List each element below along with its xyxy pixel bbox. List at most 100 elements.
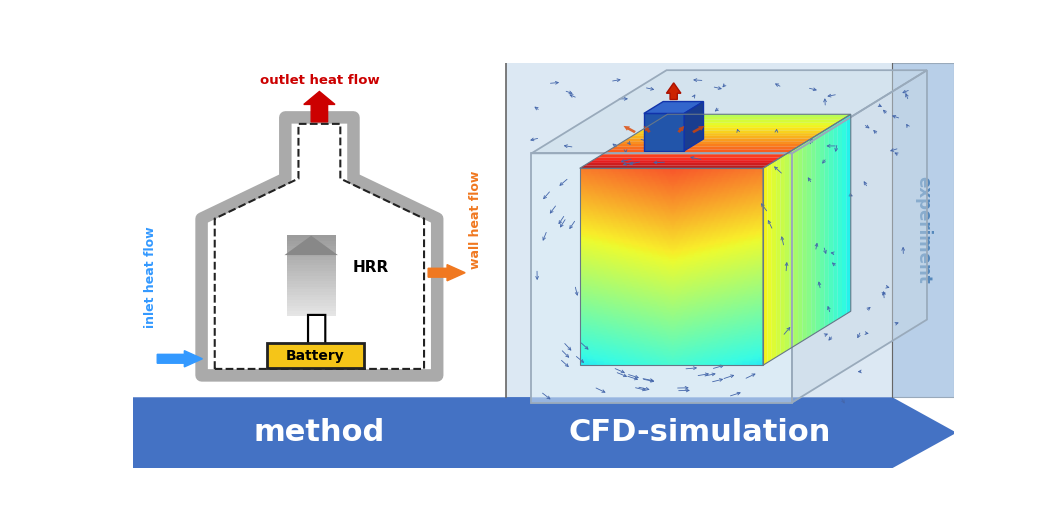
Text: HRR: HRR xyxy=(352,260,389,275)
Polygon shape xyxy=(763,166,767,365)
Bar xyxy=(286,280,336,284)
Bar xyxy=(286,272,336,276)
Bar xyxy=(286,305,336,308)
FancyArrow shape xyxy=(677,126,685,133)
Bar xyxy=(132,63,507,397)
FancyBboxPatch shape xyxy=(267,343,364,368)
Polygon shape xyxy=(780,155,785,355)
Polygon shape xyxy=(807,138,811,338)
Bar xyxy=(286,243,336,246)
Polygon shape xyxy=(623,138,811,141)
Polygon shape xyxy=(584,163,772,166)
Text: inlet heat flow: inlet heat flow xyxy=(144,226,157,328)
FancyArrow shape xyxy=(623,126,636,133)
Polygon shape xyxy=(802,141,807,341)
FancyArrow shape xyxy=(284,236,338,316)
FancyArrow shape xyxy=(428,265,465,281)
Text: method: method xyxy=(253,418,385,447)
Bar xyxy=(286,275,336,279)
Bar xyxy=(286,240,336,244)
FancyArrow shape xyxy=(692,126,705,133)
Polygon shape xyxy=(531,70,926,154)
Bar xyxy=(286,299,336,303)
Bar xyxy=(286,262,336,265)
Polygon shape xyxy=(842,117,846,317)
Bar xyxy=(893,63,954,397)
Polygon shape xyxy=(637,130,825,133)
Polygon shape xyxy=(597,155,785,157)
Bar xyxy=(286,302,336,306)
Text: outlet heat flow: outlet heat flow xyxy=(260,74,379,87)
Polygon shape xyxy=(664,114,851,117)
Polygon shape xyxy=(650,123,837,125)
FancyArrow shape xyxy=(157,351,202,367)
Bar xyxy=(286,248,336,252)
Polygon shape xyxy=(606,149,794,152)
Bar xyxy=(286,291,336,295)
Polygon shape xyxy=(654,120,842,123)
Polygon shape xyxy=(588,160,776,163)
Polygon shape xyxy=(776,157,780,357)
Polygon shape xyxy=(820,130,825,330)
Bar xyxy=(286,294,336,297)
Polygon shape xyxy=(658,117,846,120)
Bar xyxy=(286,307,336,311)
Polygon shape xyxy=(833,123,837,322)
Polygon shape xyxy=(825,128,829,328)
Polygon shape xyxy=(643,114,684,151)
FancyArrow shape xyxy=(304,92,335,122)
Bar xyxy=(286,270,336,274)
Bar xyxy=(286,238,336,241)
Bar xyxy=(286,289,336,292)
Polygon shape xyxy=(602,152,790,155)
Polygon shape xyxy=(846,114,851,314)
Polygon shape xyxy=(790,149,794,349)
Polygon shape xyxy=(684,102,704,151)
Bar xyxy=(507,63,893,397)
Bar xyxy=(286,310,336,313)
Polygon shape xyxy=(580,166,767,168)
Polygon shape xyxy=(505,397,956,468)
Polygon shape xyxy=(643,102,704,114)
FancyArrow shape xyxy=(643,126,651,133)
Bar xyxy=(286,265,336,268)
Bar xyxy=(286,278,336,281)
Bar xyxy=(286,283,336,287)
Polygon shape xyxy=(611,147,798,149)
Text: experiment: experiment xyxy=(914,176,932,284)
Polygon shape xyxy=(829,125,833,325)
Polygon shape xyxy=(794,147,798,346)
Bar xyxy=(286,254,336,257)
Polygon shape xyxy=(619,141,807,144)
Polygon shape xyxy=(792,70,926,403)
Bar xyxy=(286,256,336,260)
Polygon shape xyxy=(628,136,815,138)
Polygon shape xyxy=(593,157,780,160)
Polygon shape xyxy=(646,125,833,128)
Polygon shape xyxy=(531,154,792,403)
Bar xyxy=(286,251,336,255)
Bar xyxy=(286,286,336,289)
Bar xyxy=(286,297,336,300)
Bar xyxy=(286,313,336,316)
Polygon shape xyxy=(815,133,820,333)
Polygon shape xyxy=(811,136,815,336)
Polygon shape xyxy=(132,397,595,468)
Polygon shape xyxy=(785,152,790,352)
Bar xyxy=(286,246,336,249)
Bar xyxy=(286,267,336,270)
Text: 🔥: 🔥 xyxy=(303,311,326,349)
Polygon shape xyxy=(615,144,802,147)
Text: wall heat flow: wall heat flow xyxy=(470,170,482,269)
Polygon shape xyxy=(633,133,820,136)
Polygon shape xyxy=(798,144,802,343)
Text: CFD-simulation: CFD-simulation xyxy=(568,418,831,447)
FancyArrow shape xyxy=(667,83,681,99)
Bar xyxy=(286,235,336,238)
Polygon shape xyxy=(837,120,842,319)
Text: Battery: Battery xyxy=(286,349,345,363)
Polygon shape xyxy=(767,163,772,362)
Bar xyxy=(286,259,336,262)
Polygon shape xyxy=(641,128,829,130)
Polygon shape xyxy=(772,160,776,360)
